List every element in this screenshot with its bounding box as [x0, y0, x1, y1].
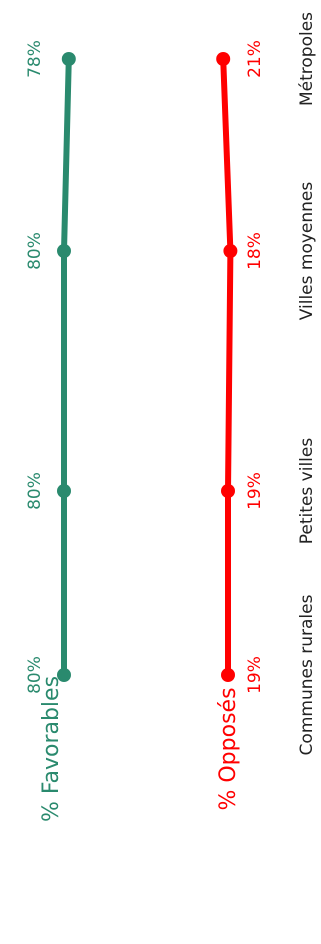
data-label-favorables-0: 80% — [25, 656, 45, 694]
category-label-petites-villes: Petites villes — [297, 438, 317, 545]
category-label-metropoles: Métropoles — [297, 12, 317, 106]
point-favorables-1 — [57, 484, 71, 498]
data-label-opposes-1: 19% — [245, 472, 265, 510]
point-opposes-0 — [221, 668, 235, 682]
data-label-opposes-2: 18% — [245, 232, 265, 270]
point-favorables-0 — [57, 668, 71, 682]
legend-opposes: % Opposés — [216, 687, 241, 810]
point-opposes-3 — [216, 52, 231, 66]
point-opposes-1 — [221, 484, 235, 498]
data-label-opposes-3: 21% — [245, 40, 265, 78]
series-line-opposes — [220, 56, 234, 678]
data-label-opposes-0: 19% — [245, 656, 265, 694]
data-label-favorables-3: 78% — [25, 40, 45, 78]
legend-favorables: % Favorables — [39, 676, 64, 822]
point-favorables-3 — [61, 52, 76, 66]
category-label-communes-rurales: Communes rurales — [297, 594, 317, 755]
point-opposes-2 — [223, 244, 238, 258]
series-line-favorables — [61, 56, 72, 678]
data-label-favorables-2: 80% — [25, 232, 45, 270]
point-favorables-2 — [57, 244, 71, 258]
plot-group: % Favorables % Opposés Communes rurales … — [25, 12, 317, 822]
category-label-villes-moyennes: Villes moyennes — [297, 182, 317, 321]
data-label-favorables-1: 80% — [25, 472, 45, 510]
